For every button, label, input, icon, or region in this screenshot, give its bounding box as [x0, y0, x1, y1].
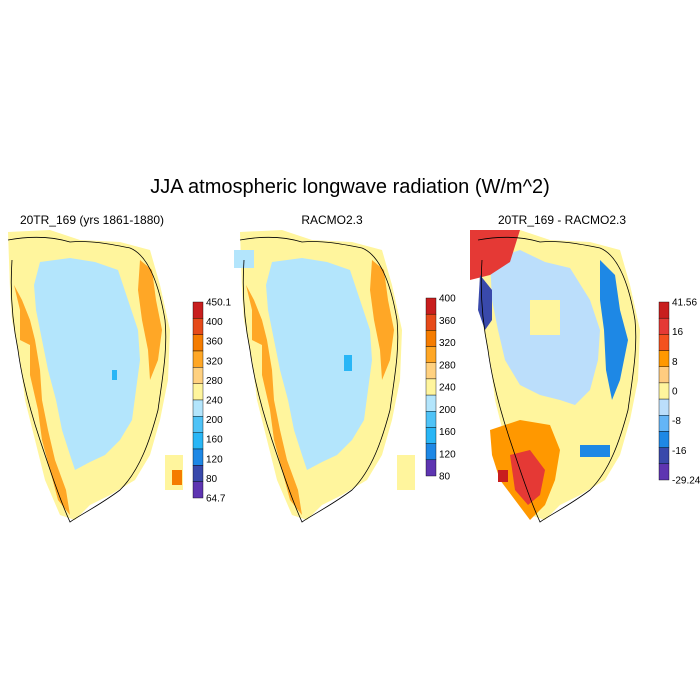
colorbar-swatch	[658, 317, 670, 335]
coastline	[239, 236, 399, 523]
colorbar-tick-label: 200	[439, 405, 456, 416]
colorbar-swatch	[425, 459, 437, 477]
colorbar-swatch	[192, 481, 204, 499]
colorbar-swatch	[192, 334, 204, 352]
ice-sheet-interior	[34, 258, 140, 470]
colorbar-swatch	[192, 350, 204, 368]
colorbar-tick-label: 64.7	[206, 494, 226, 505]
colorbar-swatch	[425, 313, 437, 331]
colorbar-swatch	[658, 431, 670, 448]
nw-cold-patch	[234, 250, 254, 268]
ice-sheet-interior	[266, 258, 372, 470]
panel-title-racmo: RACMO2.3	[301, 213, 363, 227]
margin-warm-band-east	[370, 260, 394, 380]
map-panel-racmo	[234, 230, 415, 523]
colorbar-tick-label: 450.1	[206, 298, 231, 309]
colorbar-swatch	[658, 334, 670, 351]
colorbar-tick-label: 240	[439, 383, 456, 394]
colorbar-swatch	[192, 318, 204, 335]
colorbar-tick-label: 320	[206, 356, 223, 367]
colorbar-tick-label: 280	[439, 360, 456, 371]
colorbar-tick-label: 120	[439, 449, 456, 460]
colorbar-swatch	[658, 366, 670, 384]
margin-warm-band	[246, 285, 302, 515]
colorbar-swatch	[425, 346, 437, 363]
colorbar-tick-label: -8	[672, 416, 681, 427]
colorbar-swatch	[192, 416, 204, 433]
colorbar-tick-label: 240	[206, 396, 223, 407]
map-panel-difference	[470, 230, 640, 523]
colorbar-tick-label: 80	[439, 472, 451, 483]
nw-positive-corner	[470, 230, 520, 280]
colorbar-swatch	[658, 301, 670, 319]
panel-title-difference: 20TR_169 - RACMO2.3	[497, 213, 627, 227]
colorbar-tick-label: 280	[206, 376, 223, 387]
colorbar-swatch	[658, 350, 670, 367]
colorbar-tick-label: -16	[672, 446, 687, 457]
cold-spot	[344, 355, 352, 371]
colorbar-swatch	[425, 411, 437, 428]
colorbar-swatch	[658, 382, 670, 400]
colorbar-tick-label: -29.24	[672, 476, 700, 487]
colorbar-tick-label: 200	[206, 415, 223, 426]
colorbar-tick-label: 120	[206, 454, 223, 465]
coastline	[7, 236, 167, 523]
colorbar-tick-label: 0	[672, 387, 678, 398]
colorbar-swatch	[425, 362, 437, 380]
colorbar-swatch	[192, 448, 204, 466]
colorbar-tick-label: 400	[439, 294, 456, 305]
colorbar-swatch	[425, 394, 437, 412]
colorbar-swatch	[192, 367, 204, 384]
colorbar-swatch	[425, 378, 437, 396]
iceland-fringe	[397, 455, 415, 490]
colorbar-swatch	[192, 399, 204, 417]
cold-spot	[112, 370, 117, 380]
south-hot-spot	[498, 470, 508, 482]
south-max-positive	[510, 450, 545, 505]
colorbar-difference: 41.56 16 8 0 -8 -16 -29.24	[658, 298, 700, 487]
colorbar-racmo: 400 360 320 280 240 200 160 120 80	[425, 294, 456, 483]
iceland-warm	[172, 470, 182, 485]
colorbar-tick-label: 16	[672, 327, 684, 338]
colorbar-model: 450.1 400 360 320 280 240 200 160 120 80 64.7	[192, 298, 231, 505]
figure-title: JJA atmospheric longwave radiation (W/m^…	[150, 176, 550, 198]
colorbar-tick-label: 160	[439, 427, 456, 438]
colorbar-tick-label: 160	[206, 435, 223, 446]
colorbar-swatch	[192, 432, 204, 450]
colorbar-tick-label: 8	[672, 357, 678, 368]
se-negative-patch	[580, 445, 610, 457]
colorbar-swatch	[192, 301, 204, 319]
colorbar-swatch	[658, 415, 670, 432]
colorbar-swatch	[425, 443, 437, 461]
margin-warm-band-east	[138, 260, 162, 380]
margin-warm-band	[14, 285, 70, 515]
map-panel-model	[7, 230, 183, 523]
colorbar-swatch	[425, 330, 437, 347]
colorbar-swatch	[425, 427, 437, 444]
colorbar-tick-label: 41.56	[672, 298, 697, 309]
colorbar-tick-label: 360	[206, 337, 223, 348]
colorbar-tick-label: 320	[439, 338, 456, 349]
neutral-diff-patch	[530, 300, 560, 335]
colorbar-swatch	[192, 383, 204, 401]
colorbar-swatch	[658, 398, 670, 416]
colorbar-tick-label: 80	[206, 474, 218, 485]
east-negative-band	[600, 260, 628, 400]
colorbar-swatch	[658, 463, 670, 481]
coastline	[477, 236, 637, 523]
colorbar-tick-label: 360	[439, 316, 456, 327]
colorbar-swatch	[658, 447, 670, 465]
colorbar-swatch	[192, 465, 204, 482]
colorbar-swatch	[425, 297, 437, 315]
panel-title-model: 20TR_169 (yrs 1861-1880)	[19, 213, 165, 227]
colorbar-tick-label: 400	[206, 317, 223, 328]
